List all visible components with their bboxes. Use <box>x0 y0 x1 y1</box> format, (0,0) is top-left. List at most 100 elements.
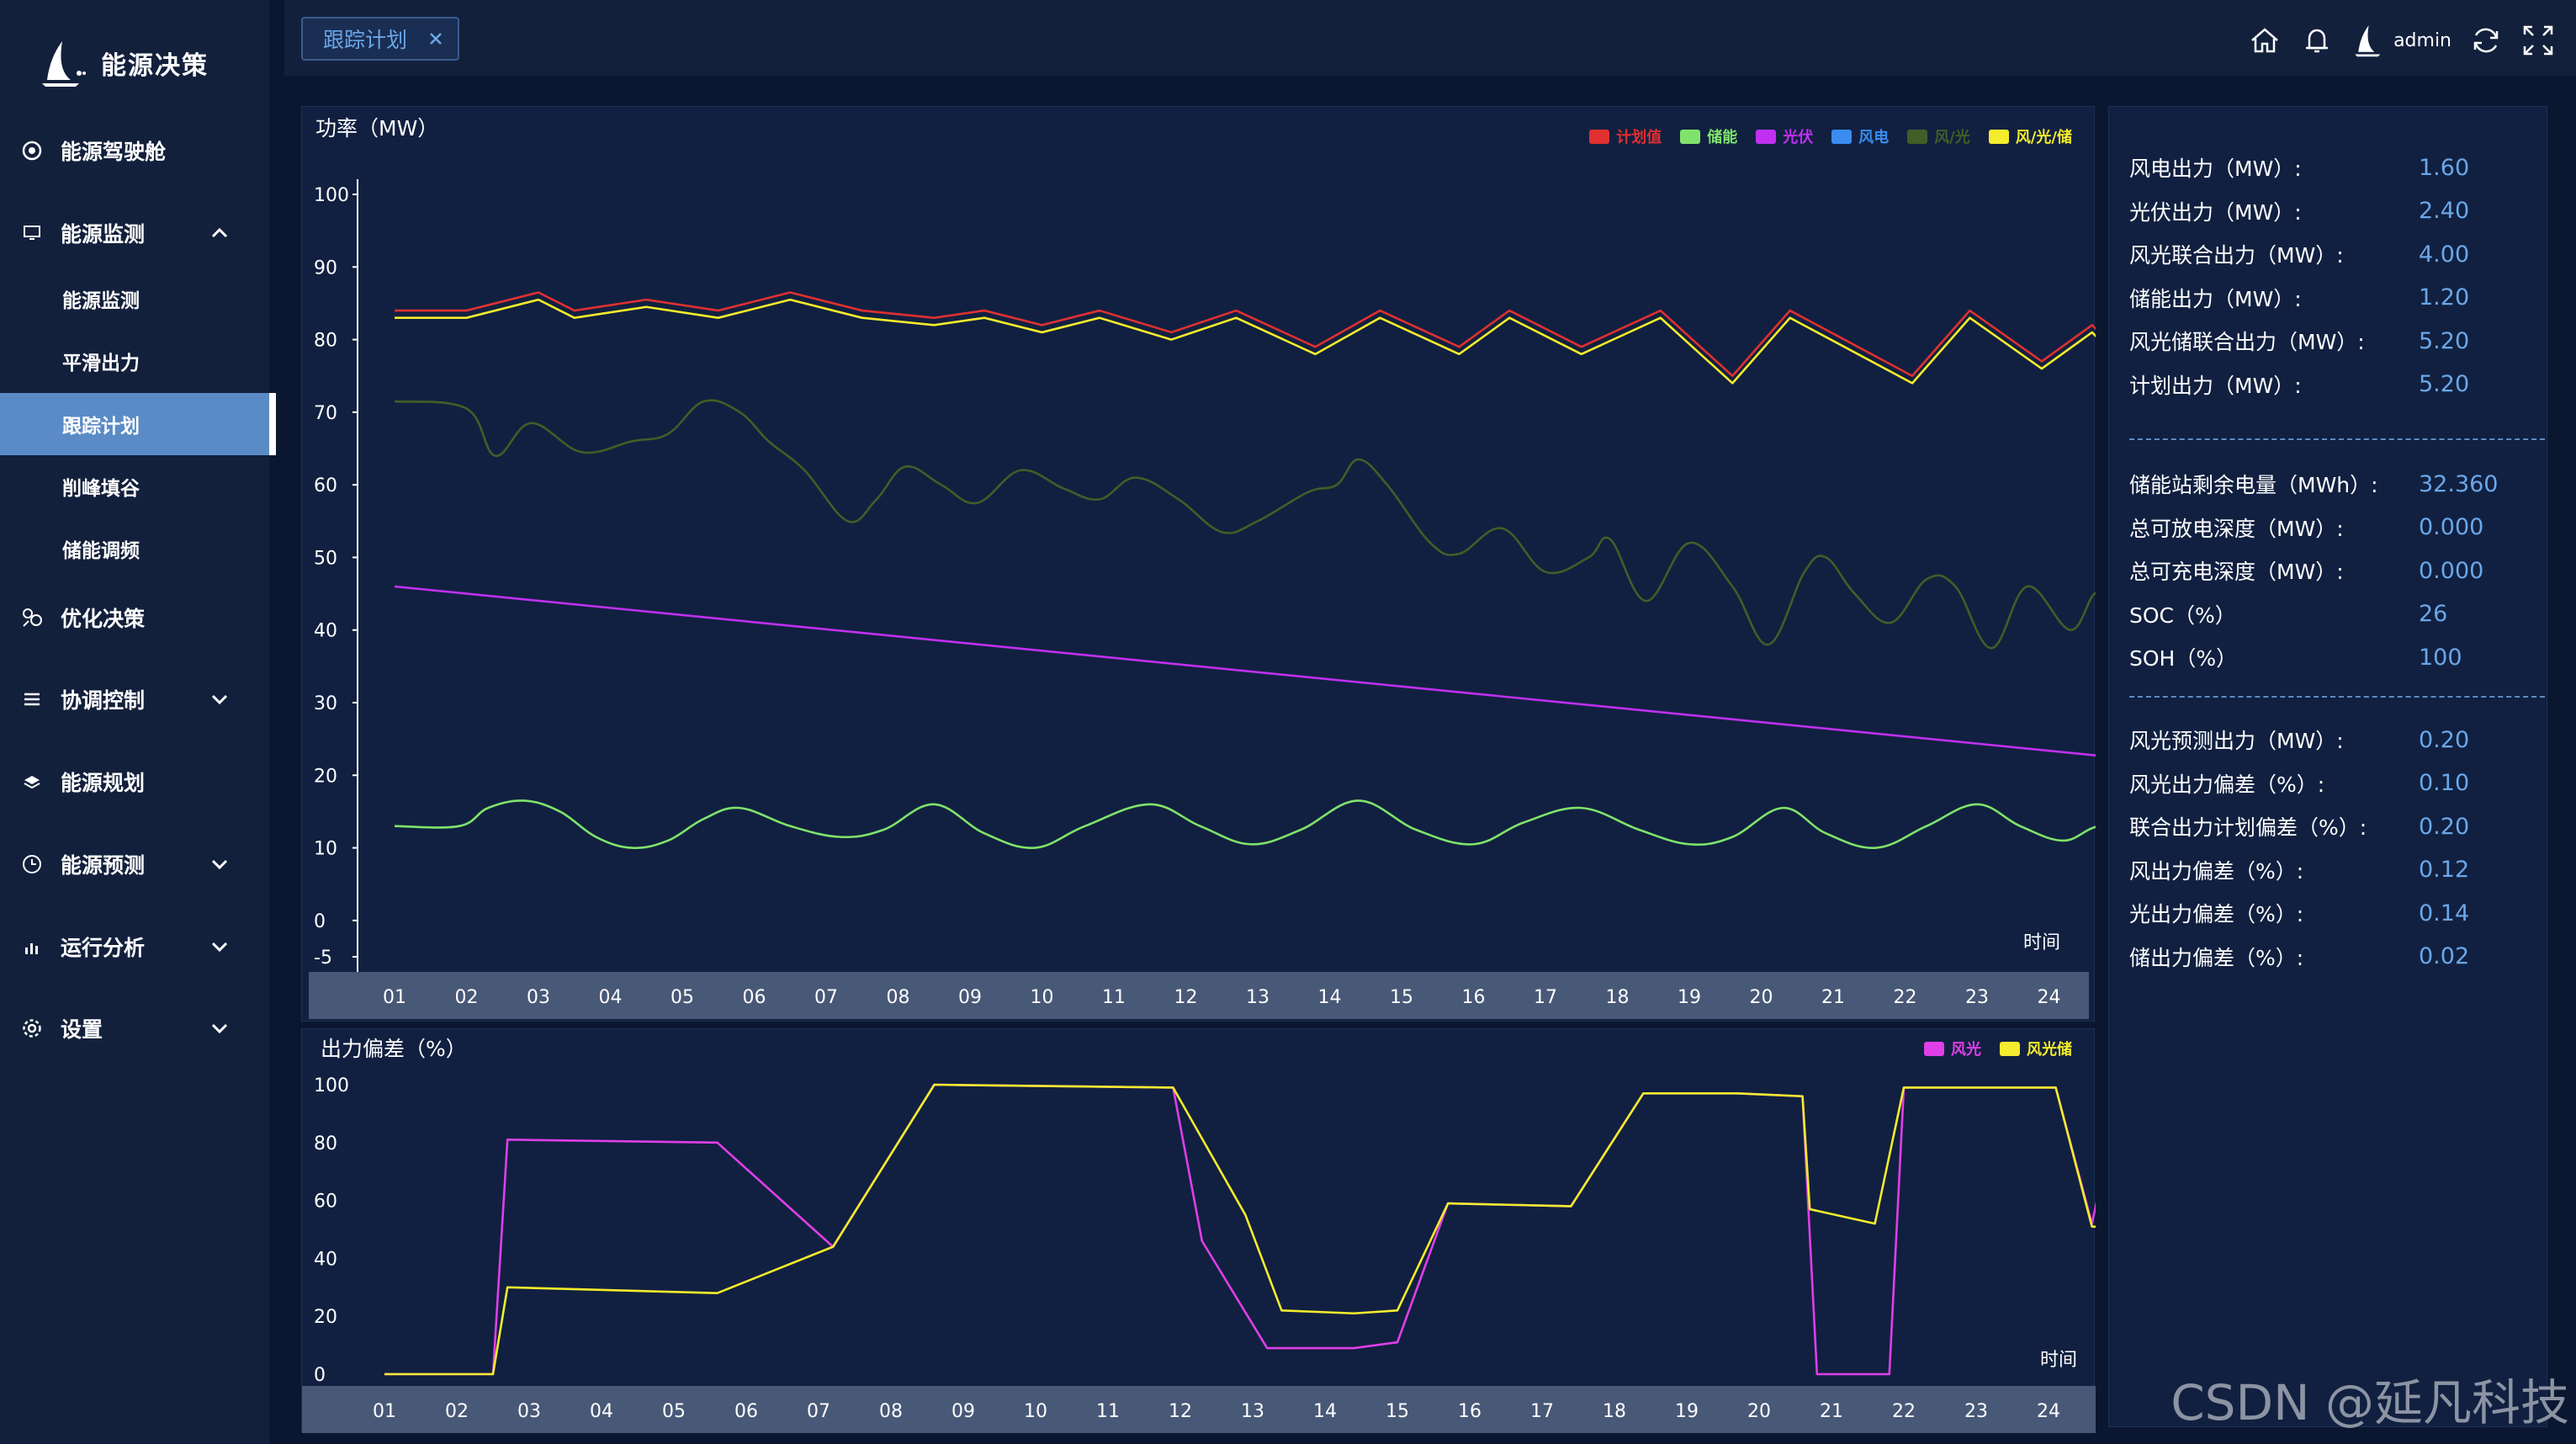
legend-item[interactable]: 光伏 <box>1756 125 1813 147</box>
legend-label: 风/光/储 <box>2015 129 2072 146</box>
power-chart-legend: 计划值 储能 光伏 风电 风/光 风/光/储 <box>1571 125 2072 147</box>
sidebar-subitem-label: 削峰填谷 <box>62 478 140 500</box>
stat-value: 5.20 <box>2419 327 2470 354</box>
sidebar-subitem-label: 能源监测 <box>62 290 140 312</box>
x-tick-label: 10 <box>1024 1401 1047 1422</box>
x-tick-label: 24 <box>2037 1401 2060 1422</box>
y-tick-label: 10 <box>314 839 337 860</box>
refresh-icon[interactable] <box>2468 23 2504 58</box>
legend-item[interactable]: 风光 <box>1924 1038 1981 1059</box>
chevron-down-icon[interactable] <box>207 852 232 877</box>
stat-value: 100 <box>2419 644 2462 671</box>
x-tick-label: 22 <box>1894 987 1917 1008</box>
stats-divider <box>2129 438 2545 440</box>
stat-label: 总可放电深度（MW）: <box>2129 516 2344 541</box>
legend-item[interactable]: 风/光 <box>1907 125 1970 147</box>
y-tick-label: -5 <box>314 948 332 969</box>
series-line-0 <box>384 1083 2096 1376</box>
stat-row: 总可充电深度（MW）: 0.000 <box>2129 554 2542 587</box>
user-menu[interactable]: admin <box>2351 22 2451 59</box>
monitor-icon <box>17 218 47 248</box>
x-tick-label: 16 <box>1462 987 1486 1008</box>
legend-label: 风/光 <box>1934 129 1970 146</box>
sidebar-subitem-tracking-plan[interactable]: 跟踪计划 <box>0 393 269 455</box>
x-tick-label: 18 <box>1606 987 1630 1008</box>
legend-swatch <box>1831 129 1852 144</box>
sidebar-item-label: 优化决策 <box>61 607 146 631</box>
sidebar-subitem-peak-shaving[interactable]: 削峰填谷 <box>0 455 276 518</box>
sidebar-subitem-label: 平滑出力 <box>62 353 140 374</box>
chevron-down-icon[interactable] <box>207 687 232 712</box>
sidebar-item-monitoring[interactable]: 能源监测 <box>0 202 276 264</box>
close-icon[interactable] <box>426 29 446 49</box>
series-line-0 <box>395 291 2096 378</box>
stat-label: 光伏出力（MW）: <box>2129 199 2302 225</box>
legend-item[interactable]: 风/光/储 <box>1988 125 2072 147</box>
x-tick-label: 12 <box>1169 1401 1192 1422</box>
sidebar-item-settings[interactable]: 设置 <box>0 997 276 1059</box>
stat-row: 风光储联合出力（MW）: 5.20 <box>2129 324 2542 358</box>
stat-value: 2.40 <box>2419 198 2470 224</box>
x-tick-label: 14 <box>1318 987 1342 1008</box>
legend-item[interactable]: 计划值 <box>1589 125 1662 147</box>
app-logo[interactable]: 能源决策 <box>37 25 209 101</box>
y-tick-label: 30 <box>314 693 337 714</box>
stat-value: 4.00 <box>2419 241 2470 268</box>
top-bar <box>284 0 2576 76</box>
sidebar-subitem-monitoring[interactable]: 能源监测 <box>0 268 276 330</box>
sidebar-item-forecast[interactable]: 能源预测 <box>0 833 276 895</box>
sidebar-subitem-storage-fm[interactable]: 储能调频 <box>0 518 276 580</box>
stat-label: 风光预测出力（MW）: <box>2129 729 2344 753</box>
tab-label: 跟踪计划 <box>323 28 408 52</box>
sidebar-item-analysis[interactable]: 运行分析 <box>0 916 276 978</box>
tab-tracking-plan[interactable]: 跟踪计划 <box>301 17 459 61</box>
sidebar-item-coordination[interactable]: 协调控制 <box>0 668 276 730</box>
x-tick-label: 22 <box>1892 1401 1916 1422</box>
stat-value: 0.20 <box>2419 726 2470 753</box>
y-tick-label: 20 <box>314 1307 337 1328</box>
sidebar-item-cockpit[interactable]: 能源驾驶舱 <box>0 119 276 182</box>
x-tick-label: 05 <box>662 1401 686 1422</box>
fullscreen-icon[interactable] <box>2520 23 2556 58</box>
x-tick-label: 19 <box>1675 1401 1699 1422</box>
y-tick-label: 60 <box>314 1192 337 1213</box>
sidebar-item-label: 能源驾驶舱 <box>61 140 167 164</box>
chevron-down-icon[interactable] <box>207 1016 232 1041</box>
legend-item[interactable]: 储能 <box>1680 125 1737 147</box>
legend-swatch <box>1988 129 2009 144</box>
legend-item[interactable]: 风光储 <box>2000 1038 2072 1059</box>
username: admin <box>2393 29 2451 51</box>
list-control-icon <box>17 684 47 714</box>
x-tick-label: 05 <box>671 987 694 1008</box>
x-tick-label: 20 <box>1750 987 1773 1008</box>
legend-label: 计划值 <box>1616 129 1662 146</box>
y-tick-label: 80 <box>314 1133 337 1155</box>
sidebar-item-planning[interactable]: 能源规划 <box>0 751 276 813</box>
watermark: CSDN @延凡科技 <box>2171 1374 2569 1431</box>
legend-item[interactable]: 风电 <box>1831 125 1889 147</box>
chevron-down-icon[interactable] <box>207 934 232 959</box>
stat-value: 0.14 <box>2419 900 2470 926</box>
y-tick-label: 0 <box>314 1365 326 1386</box>
home-icon[interactable] <box>2247 23 2282 58</box>
stat-row: 光出力偏差（%）: 0.14 <box>2129 896 2542 930</box>
x-tick-label: 13 <box>1241 1401 1264 1422</box>
chevron-up-icon[interactable] <box>207 220 232 246</box>
sidebar-item-label: 运行分析 <box>61 936 146 960</box>
stat-value: 1.60 <box>2419 154 2470 181</box>
top-toolbar: admin <box>2247 19 2556 62</box>
x-tick-label: 14 <box>1313 1401 1337 1422</box>
stat-label: SOH（%） <box>2129 646 2238 671</box>
stat-label: 总可充电深度（MW）: <box>2129 560 2344 584</box>
x-tick-label: 01 <box>383 987 406 1008</box>
bell-icon[interactable] <box>2299 23 2335 58</box>
stat-value: 0.000 <box>2419 557 2484 584</box>
deviation-chart-title: 出力偏差（%） <box>321 1037 467 1061</box>
sidebar-item-optimization[interactable]: 优化决策 <box>0 587 276 649</box>
x-tick-label: 23 <box>1965 987 1989 1008</box>
clock-icon <box>17 849 47 879</box>
sidebar-subitem-smoothing[interactable]: 平滑出力 <box>0 330 276 392</box>
stat-value: 0.12 <box>2419 857 2470 883</box>
series-line-1 <box>394 799 2096 849</box>
sidebar-item-label: 能源规划 <box>61 771 146 795</box>
